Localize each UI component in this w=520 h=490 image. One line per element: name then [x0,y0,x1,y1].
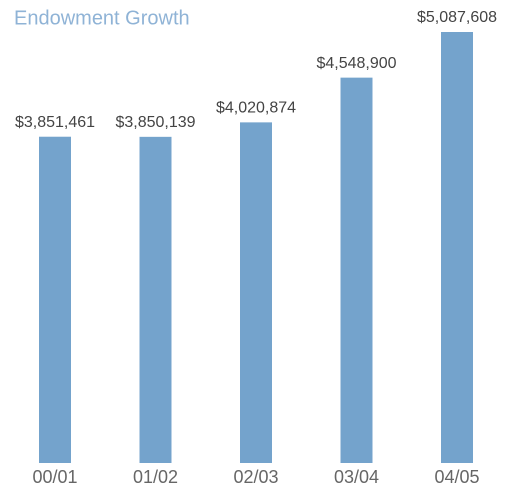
bar [139,136,172,463]
value-label: $3,850,139 [115,114,195,131]
bar [240,122,272,464]
value-label: $4,548,900 [316,55,396,72]
bar [340,77,373,463]
bar [441,32,473,463]
x-tick-label: 03/04 [334,467,379,487]
x-tick-label: 02/03 [233,467,278,487]
value-label: $5,087,608 [417,9,497,26]
x-tick-label: 01/02 [133,467,178,487]
x-tick-label: 00/01 [32,467,77,487]
value-label: $3,851,461 [15,114,95,131]
value-label: $4,020,874 [216,100,296,117]
x-tick-label: 04/05 [434,467,479,487]
bar [39,136,71,463]
chart-title: Endowment Growth [14,7,190,29]
